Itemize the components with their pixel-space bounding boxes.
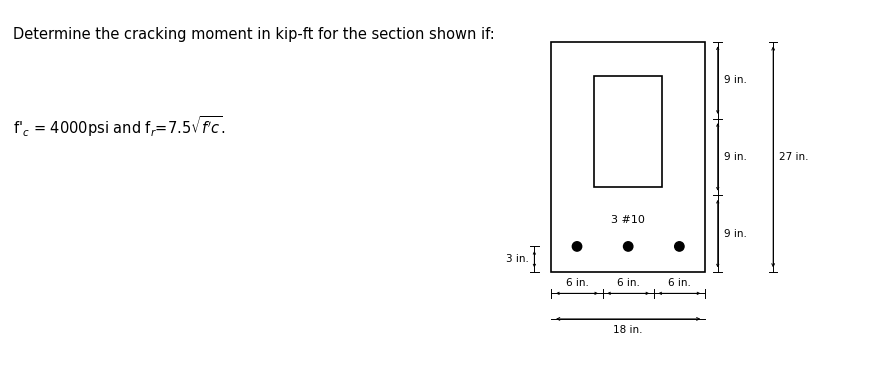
Text: f'$_c$ = 4000psi and f$_r$=7.5$\sqrt{f'c}$.: f'$_c$ = 4000psi and f$_r$=7.5$\sqrt{f'c… [13,115,227,139]
Text: 6 in.: 6 in. [565,278,589,288]
Text: 9 in.: 9 in. [724,75,747,85]
Circle shape [623,242,633,251]
Text: 6 in.: 6 in. [668,278,691,288]
Circle shape [573,242,581,251]
Text: 6 in.: 6 in. [617,278,639,288]
Text: 18 in.: 18 in. [613,325,643,335]
Bar [594,76,662,187]
Text: 3 in.: 3 in. [507,254,529,264]
Bar [551,42,705,272]
Text: Determine the cracking moment in kip-ft for the section shown if:: Determine the cracking moment in kip-ft … [13,27,495,42]
Text: 9 in.: 9 in. [724,229,747,239]
Text: 9 in.: 9 in. [724,152,747,162]
Text: 3 #10: 3 #10 [612,215,645,225]
Text: 27 in.: 27 in. [779,152,809,162]
Circle shape [675,242,684,251]
